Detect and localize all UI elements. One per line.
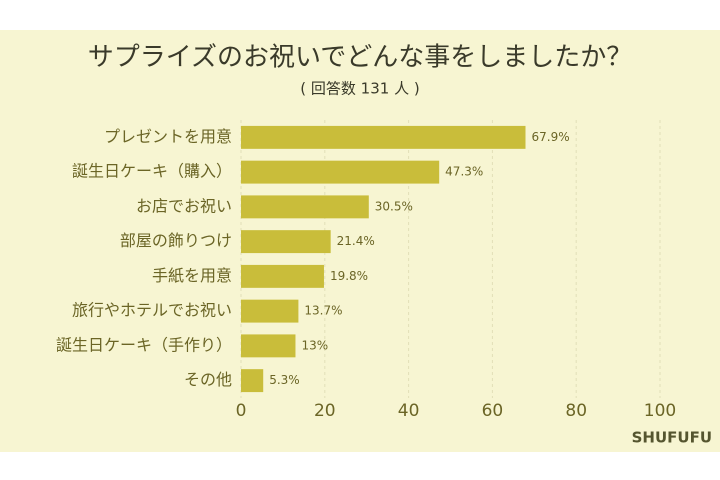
x-tick-label: 40 xyxy=(398,401,420,421)
bar xyxy=(241,230,331,254)
chart-subtitle: ( 回答数 131 人 ) xyxy=(300,80,419,98)
watermark: SHUFUFU xyxy=(632,429,712,447)
value-label: 21.4% xyxy=(337,234,375,248)
value-label: 13.7% xyxy=(304,304,342,318)
value-label: 13% xyxy=(301,338,328,352)
x-tick-label: 20 xyxy=(314,401,336,421)
bar xyxy=(241,125,526,149)
x-tick-label: 80 xyxy=(565,401,587,421)
bar xyxy=(241,299,299,323)
x-tick-label: 0 xyxy=(236,401,247,421)
bar xyxy=(241,195,369,219)
panel xyxy=(0,30,720,452)
x-tick-label: 60 xyxy=(482,401,504,421)
value-label: 19.8% xyxy=(330,269,368,283)
bar xyxy=(241,334,296,358)
value-label: 5.3% xyxy=(269,373,300,387)
x-tick-label: 100 xyxy=(644,401,676,421)
bar xyxy=(241,369,264,393)
y-tick-label: 手紙を用意 xyxy=(152,266,232,285)
y-tick-label: その他 xyxy=(184,370,232,389)
chart-title: サプライズのお祝いでどんな事をしましたか？ xyxy=(88,43,632,73)
value-label: 47.3% xyxy=(445,165,483,179)
y-tick-label: 部屋の飾りつけ xyxy=(120,231,232,250)
y-tick-label: お店でお祝い xyxy=(136,196,232,215)
bar xyxy=(241,264,324,288)
value-label: 30.5% xyxy=(375,199,413,213)
value-label: 67.9% xyxy=(532,130,570,144)
y-tick-label: プレゼントを用意 xyxy=(104,127,232,146)
y-tick-label: 旅行やホテルでお祝い xyxy=(72,301,232,320)
y-tick-label: 誕生日ケーキ（手作り） xyxy=(56,335,232,354)
bar xyxy=(241,160,440,184)
y-tick-label: 誕生日ケーキ（購入） xyxy=(72,162,232,181)
